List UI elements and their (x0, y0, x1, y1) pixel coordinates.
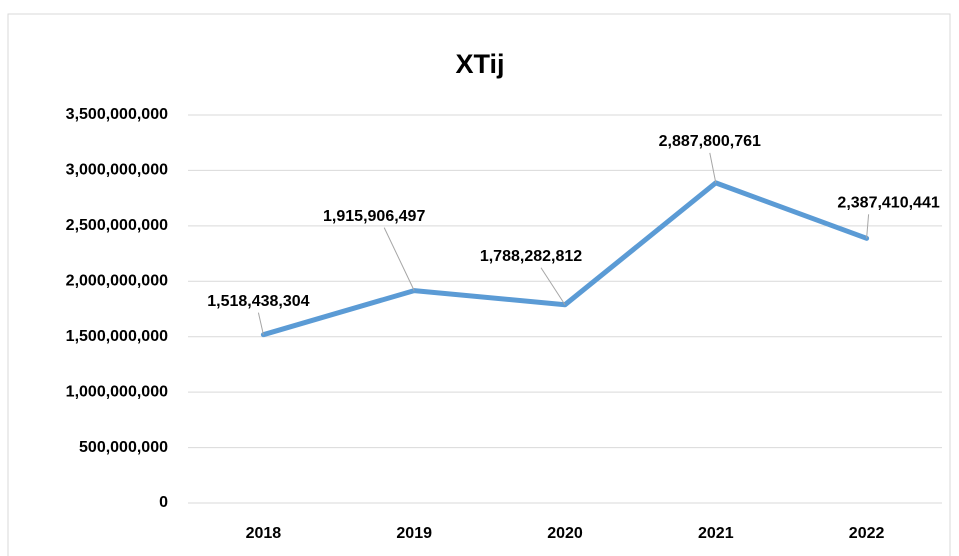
x-tick-label: 2021 (698, 525, 734, 542)
chart-title: XTij (455, 49, 504, 79)
data-label: 1,915,906,497 (323, 208, 425, 225)
y-tick-label: 3,500,000,000 (66, 106, 168, 123)
y-tick-label: 2,000,000,000 (66, 273, 168, 290)
leader-line (709, 152, 717, 183)
leader-line (257, 312, 264, 335)
leader-line (866, 214, 870, 239)
data-label: 1,788,282,812 (480, 248, 582, 265)
data-label: 2,887,800,761 (659, 133, 761, 150)
y-tick-label: 3,000,000,000 (66, 162, 168, 179)
data-label: 2,387,410,441 (837, 195, 939, 212)
data-label: 1,518,438,304 (207, 293, 309, 310)
x-tick-label: 2020 (547, 525, 583, 542)
y-tick-label: 500,000,000 (79, 439, 168, 456)
x-tick-label: 2018 (246, 525, 282, 542)
x-tick-label: 2019 (396, 525, 432, 542)
y-tick-label: 0 (159, 494, 168, 511)
chart-frame (7, 13, 951, 556)
leader-line (540, 267, 566, 306)
x-tick-label: 2022 (849, 525, 885, 542)
y-tick-label: 2,500,000,000 (66, 217, 168, 234)
y-tick-label: 1,000,000,000 (66, 383, 168, 400)
leader-line (383, 227, 415, 291)
y-tick-label: 1,500,000,000 (66, 328, 168, 345)
